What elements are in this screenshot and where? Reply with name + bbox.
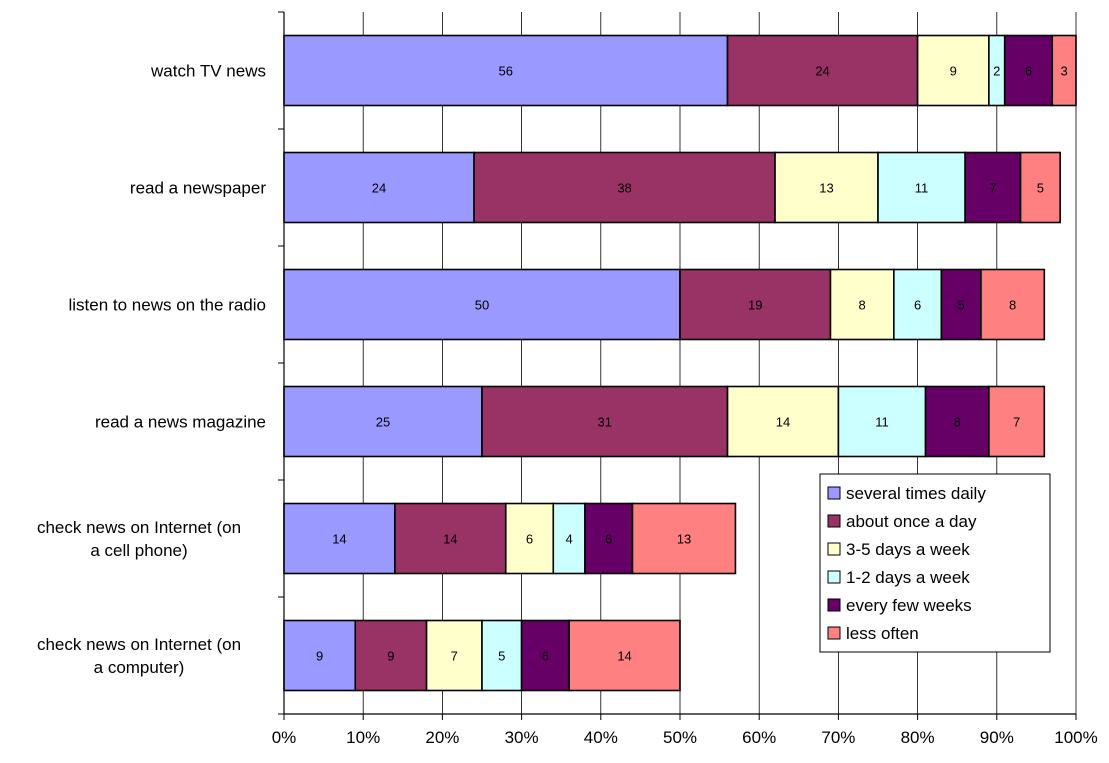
x-tick-label: 50% bbox=[663, 728, 697, 747]
x-tick-label: 30% bbox=[505, 728, 539, 747]
category-label: a cell phone) bbox=[90, 541, 187, 560]
legend-swatch bbox=[827, 598, 841, 612]
category-label: a computer) bbox=[94, 658, 185, 677]
bar-segment bbox=[1051, 34, 1077, 107]
bar-value-label: 14 bbox=[776, 415, 790, 430]
bar-value-label: 6 bbox=[542, 649, 549, 664]
x-tick-labels: 0% 10% 20% 30% 40% 50% 60% 70% 80% 90% 100% bbox=[272, 728, 1098, 747]
bar-segment bbox=[829, 268, 895, 341]
legend: several times daily about once a day 3-5 d… bbox=[819, 473, 1051, 653]
bar-segment bbox=[980, 268, 1046, 341]
x-tick-label: 100% bbox=[1054, 728, 1097, 747]
bar-segment bbox=[473, 151, 776, 224]
category-label: watch TV news bbox=[150, 62, 266, 81]
legend-label: every few weeks bbox=[846, 596, 972, 615]
category-labels: watch TV news read a newspaper listen to n… bbox=[37, 62, 266, 678]
bar-segment bbox=[394, 502, 507, 575]
bar-value-label: 11 bbox=[875, 415, 889, 430]
legend-swatch bbox=[827, 542, 841, 556]
category-label: check news on Internet (on bbox=[37, 635, 241, 654]
legend-swatch bbox=[827, 626, 841, 640]
bar-value-label: 7 bbox=[989, 181, 996, 196]
bar-segment bbox=[283, 151, 475, 224]
bar-segment bbox=[774, 151, 879, 224]
bar-value-label: 14 bbox=[617, 649, 631, 664]
legend-label: several times daily bbox=[846, 484, 986, 503]
category-label: listen to news on the radio bbox=[68, 296, 266, 315]
bar-segment bbox=[726, 385, 840, 458]
category-label: read a news magazine bbox=[95, 413, 266, 432]
bar-value-label: 6 bbox=[1025, 64, 1032, 79]
bar-value-label: 13 bbox=[819, 181, 833, 196]
bar-value-label: 24 bbox=[372, 181, 386, 196]
legend-label: less often bbox=[846, 624, 919, 643]
bar-segment bbox=[679, 268, 832, 341]
x-tick-label: 70% bbox=[821, 728, 855, 747]
category-label: check news on Internet (on bbox=[37, 518, 241, 537]
bar-value-label: 9 bbox=[387, 649, 394, 664]
bar-value-label: 14 bbox=[332, 532, 346, 547]
bar-segment bbox=[631, 502, 737, 575]
bar-value-label: 6 bbox=[605, 532, 612, 547]
bar-value-label: 8 bbox=[859, 298, 866, 313]
x-tick-label: 90% bbox=[980, 728, 1014, 747]
bar-value-label: 7 bbox=[1013, 415, 1020, 430]
bar-segment bbox=[940, 268, 982, 341]
bar-segment bbox=[988, 385, 1046, 458]
bar-segment bbox=[877, 151, 966, 224]
bars: 56 24 9 2 6 324 38 13 11 7 550 19 8 6 5 825 31 14 11 8 714 14… bbox=[283, 34, 1077, 692]
bar-value-label: 24 bbox=[815, 64, 829, 79]
bar-value-label: 13 bbox=[677, 532, 691, 547]
legend-label: about once a day bbox=[846, 512, 977, 531]
bar-value-label: 2 bbox=[993, 64, 1000, 79]
bar-value-label: 11 bbox=[915, 181, 929, 196]
bar-segment bbox=[893, 268, 943, 341]
bar-segment bbox=[283, 385, 483, 458]
bar-segment bbox=[964, 151, 1022, 224]
legend-swatch bbox=[827, 570, 841, 584]
bar-value-label: 9 bbox=[950, 64, 957, 79]
bar-value-label: 14 bbox=[443, 532, 457, 547]
bar-value-label: 7 bbox=[451, 649, 458, 664]
category-label: read a newspaper bbox=[130, 179, 266, 198]
bar-value-label: 5 bbox=[498, 649, 505, 664]
legend-label: 3-5 days a week bbox=[846, 540, 970, 559]
legend-swatch bbox=[827, 486, 841, 500]
legend-swatch bbox=[827, 514, 841, 528]
bar-value-label: 19 bbox=[748, 298, 762, 313]
bar-value-label: 4 bbox=[566, 532, 573, 547]
x-tick-label: 40% bbox=[584, 728, 618, 747]
bar-segment bbox=[568, 619, 681, 692]
x-tick-label: 10% bbox=[346, 728, 380, 747]
bar-value-label: 6 bbox=[526, 532, 533, 547]
x-tick-label: 20% bbox=[425, 728, 459, 747]
bar-value-label: 9 bbox=[316, 649, 323, 664]
legend-label: 1-2 days a week bbox=[846, 568, 970, 587]
bar-segment bbox=[916, 34, 990, 107]
bar-value-label: 5 bbox=[1037, 181, 1044, 196]
gridlines bbox=[362, 12, 1077, 714]
x-tick-label: 0% bbox=[272, 728, 297, 747]
x-tick-label: 80% bbox=[901, 728, 935, 747]
bar-segment bbox=[283, 502, 396, 575]
bar-value-label: 3 bbox=[1061, 64, 1068, 79]
bar-segment bbox=[425, 619, 483, 692]
bar-value-label: 56 bbox=[499, 64, 513, 79]
legend-box bbox=[819, 473, 1051, 653]
bar-value-label: 8 bbox=[1009, 298, 1016, 313]
bar-value-label: 38 bbox=[617, 181, 631, 196]
axes bbox=[278, 11, 1077, 720]
bar-value-label: 8 bbox=[954, 415, 961, 430]
bar-value-label: 50 bbox=[475, 298, 489, 313]
bar-segment bbox=[726, 34, 919, 107]
bar-value-label: 31 bbox=[598, 415, 612, 430]
bar-segment bbox=[1019, 151, 1061, 224]
bar-value-label: 5 bbox=[958, 298, 965, 313]
bar-value-label: 25 bbox=[376, 415, 390, 430]
bar-value-label: 6 bbox=[914, 298, 921, 313]
bar-segment bbox=[520, 619, 570, 692]
x-tick-label: 60% bbox=[742, 728, 776, 747]
